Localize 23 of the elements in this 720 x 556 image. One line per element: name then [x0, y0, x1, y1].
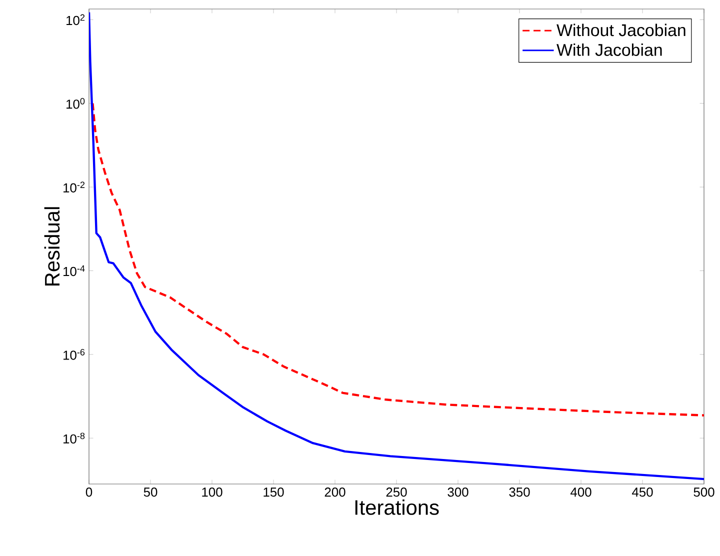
x-tick-label: 350: [509, 488, 530, 497]
x-tick-label: 0: [86, 488, 92, 497]
x-tick-label: 250: [386, 488, 407, 497]
legend-label: With Jacobian: [556, 44, 662, 56]
y-tick-label: 10$^{0}$: [66, 98, 85, 109]
x-tick-label: 300: [448, 488, 468, 497]
y-tick-label: 10$^{-2}$: [64, 182, 85, 192]
x-tick-label: 200: [324, 488, 346, 497]
line-series: [89, 11, 704, 480]
x-tick-label: 150: [264, 488, 284, 497]
x-tick-label: 100: [202, 488, 222, 497]
x-tick-label: 400: [570, 488, 592, 497]
y-tick-label: 10$^{-4}$: [64, 265, 85, 276]
y-tick-label: 10$^{-6}$: [64, 349, 85, 360]
x-tick-label: 450: [632, 488, 653, 497]
x-axis-title: Iterations: [355, 500, 439, 515]
line-series: [92, 102, 704, 416]
x-tick-label: 500: [694, 488, 714, 497]
legend-label: Without Jacobian: [556, 24, 686, 36]
y-tick-label: 10$^{-8}$: [64, 432, 85, 444]
x-tick-label: 50: [144, 488, 158, 497]
y-axis-title: Residual: [44, 207, 60, 286]
y-tick-label: 10$^{2}$: [66, 14, 85, 26]
